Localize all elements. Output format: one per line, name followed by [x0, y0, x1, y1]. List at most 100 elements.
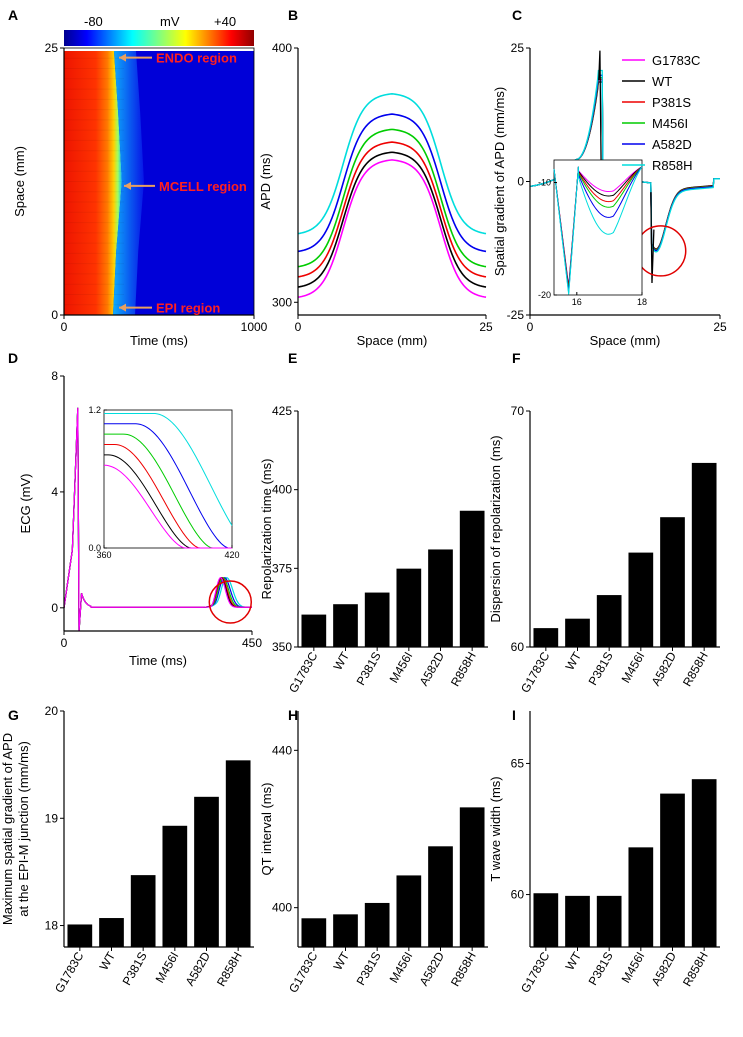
bar-p381s: [364, 902, 390, 947]
panel-a-x-tick-label: 0: [61, 320, 68, 334]
panel-e-category-label: WT: [331, 649, 353, 673]
panel-b-x-tick-label: 25: [479, 320, 493, 334]
panel-b-xlabel: Space (mm): [357, 333, 428, 348]
panel-h: H G1783C WT P381S M456I A582D R858H 400 440 QT in…: [259, 707, 488, 995]
panel-c-panel-label: C: [512, 7, 522, 23]
bar-r858h: [691, 462, 717, 647]
panel-g-category-label: P381S: [120, 950, 150, 988]
inset-y-tick-label: -20: [538, 290, 551, 300]
inset-x-tick-label: 420: [224, 550, 239, 560]
panel-a-panel-label: A: [8, 7, 18, 23]
bar-a582d: [660, 793, 685, 947]
bar-p381s: [596, 895, 622, 947]
colorbar-max-label: +40: [214, 14, 236, 29]
inset-line-r858h: [553, 166, 643, 295]
panel-c-y-tick-label: 25: [511, 41, 525, 55]
panel-i-category-label: P381S: [586, 950, 616, 988]
inset-frame: [103, 409, 233, 549]
inset-line-g1783c: [553, 166, 643, 287]
panel-h-y-tick-label: 400: [272, 901, 292, 915]
inset-line-g1783c: [103, 464, 232, 549]
bar-a582d: [428, 846, 453, 947]
annotation-label: EPI region: [156, 301, 220, 316]
panel-g: G G1783C WT P381S M456I A582D R858H 18 19 20 Maxim…: [0, 704, 254, 995]
panel-f-category-label: P381S: [586, 650, 616, 688]
panel-b-y-tick-label: 300: [272, 295, 292, 309]
gradient-spike-bottom: [650, 192, 655, 283]
panel-h-category-label: P381S: [354, 950, 384, 988]
panel-g-category-label: G1783C: [52, 949, 87, 995]
panel-b-ylabel: APD (ms): [258, 153, 273, 209]
panel-a-x-tick-label: 1000: [241, 320, 268, 334]
bar-g1783c: [301, 614, 327, 647]
bar-a582d: [428, 549, 453, 647]
highlight-circle: [634, 225, 687, 277]
legend-label: M456I: [652, 116, 688, 131]
panel-e-ylabel: Repolarization time (ms): [259, 459, 274, 600]
legend-label: G1783C: [652, 53, 700, 68]
panel-i-y-tick-label: 60: [511, 888, 525, 902]
panel-c-ylabel: Spatial gradient of APD (mm/ms): [492, 87, 507, 276]
panel-a-y-tick-label: 0: [51, 308, 58, 322]
inset-line-a582d: [104, 423, 232, 549]
bar-wt: [99, 918, 124, 947]
bar-wt: [333, 604, 358, 647]
panel-f-ylabel: Dispersion of repolarization (ms): [488, 435, 503, 622]
panel-h-panel-label: H: [288, 707, 298, 723]
panel-f-category-label: M456I: [619, 650, 648, 686]
bar-a582d: [194, 796, 219, 947]
apd-line-a582d: [297, 113, 487, 253]
panel-f-category-label: G1783C: [518, 649, 553, 695]
panel-e-category-label: A582D: [417, 649, 448, 688]
panel-d-xlabel: Time (ms): [129, 653, 187, 668]
heatmap-top-strip: [64, 48, 254, 51]
bar-r858h: [225, 760, 251, 947]
panel-e: E G1783C WT P381S M456I A582D R858H 350 375 400 42…: [259, 350, 488, 695]
bar-a582d: [660, 517, 685, 647]
panel-e-category-label: P381S: [354, 650, 384, 688]
bar-p381s: [596, 595, 622, 647]
inset-y-tick-label: -10: [538, 178, 551, 188]
bar-g1783c: [533, 628, 559, 647]
panel-e-category-label: R858H: [448, 650, 479, 689]
panel-g-category-label: A582D: [183, 949, 214, 988]
panel-d-y-tick-label: 0: [51, 601, 58, 615]
bar-p381s: [364, 592, 390, 647]
panel-g-ylabel: at the EPI-M junction (mm/ms): [16, 741, 31, 917]
bar-wt: [565, 895, 590, 947]
panel-g-category-label: WT: [97, 949, 119, 973]
bar-m456i: [628, 552, 654, 647]
panel-i-category-label: WT: [563, 949, 585, 973]
panel-i-category-label: G1783C: [518, 949, 553, 995]
bar-m456i: [162, 825, 188, 947]
apd-line-wt: [297, 151, 487, 288]
panel-h-category-label: G1783C: [286, 949, 321, 995]
panel-f-y-tick-label: 60: [511, 640, 525, 654]
legend-label: P381S: [652, 95, 691, 110]
panel-f-category-label: R858H: [680, 650, 711, 689]
panel-c-x-tick-label: 0: [527, 320, 534, 334]
inset-y-tick-label: 0.0: [88, 543, 101, 553]
panel-f-panel-label: F: [512, 350, 521, 366]
repolarization-wavefront: [113, 48, 144, 315]
inset-line-a582d: [553, 166, 643, 293]
panel-d-x-tick-label: 450: [242, 636, 262, 650]
depolarized-region: [64, 48, 122, 315]
panel-i-category-label: A582D: [649, 949, 680, 988]
bar-m456i: [628, 847, 654, 947]
panel-g-y-tick-label: 19: [45, 811, 59, 825]
panel-e-category-label: G1783C: [286, 649, 321, 695]
panel-e-y-tick-label: 425: [272, 404, 292, 418]
bar-g1783c: [533, 893, 559, 947]
panel-e-y-tick-label: 350: [272, 640, 292, 654]
apd-line-p381s: [297, 141, 487, 278]
panel-d-y-tick-label: 4: [51, 485, 58, 499]
panel-i-panel-label: I: [512, 707, 516, 723]
panel-c-y-tick-label: 0: [517, 175, 524, 189]
panel-i-y-tick-label: 65: [511, 756, 525, 770]
ecg-line-g1783c: [63, 407, 252, 632]
annotation-arrowhead: [119, 53, 126, 62]
colorbar-min-label: -80: [84, 14, 103, 29]
bar-p381s: [130, 875, 156, 947]
